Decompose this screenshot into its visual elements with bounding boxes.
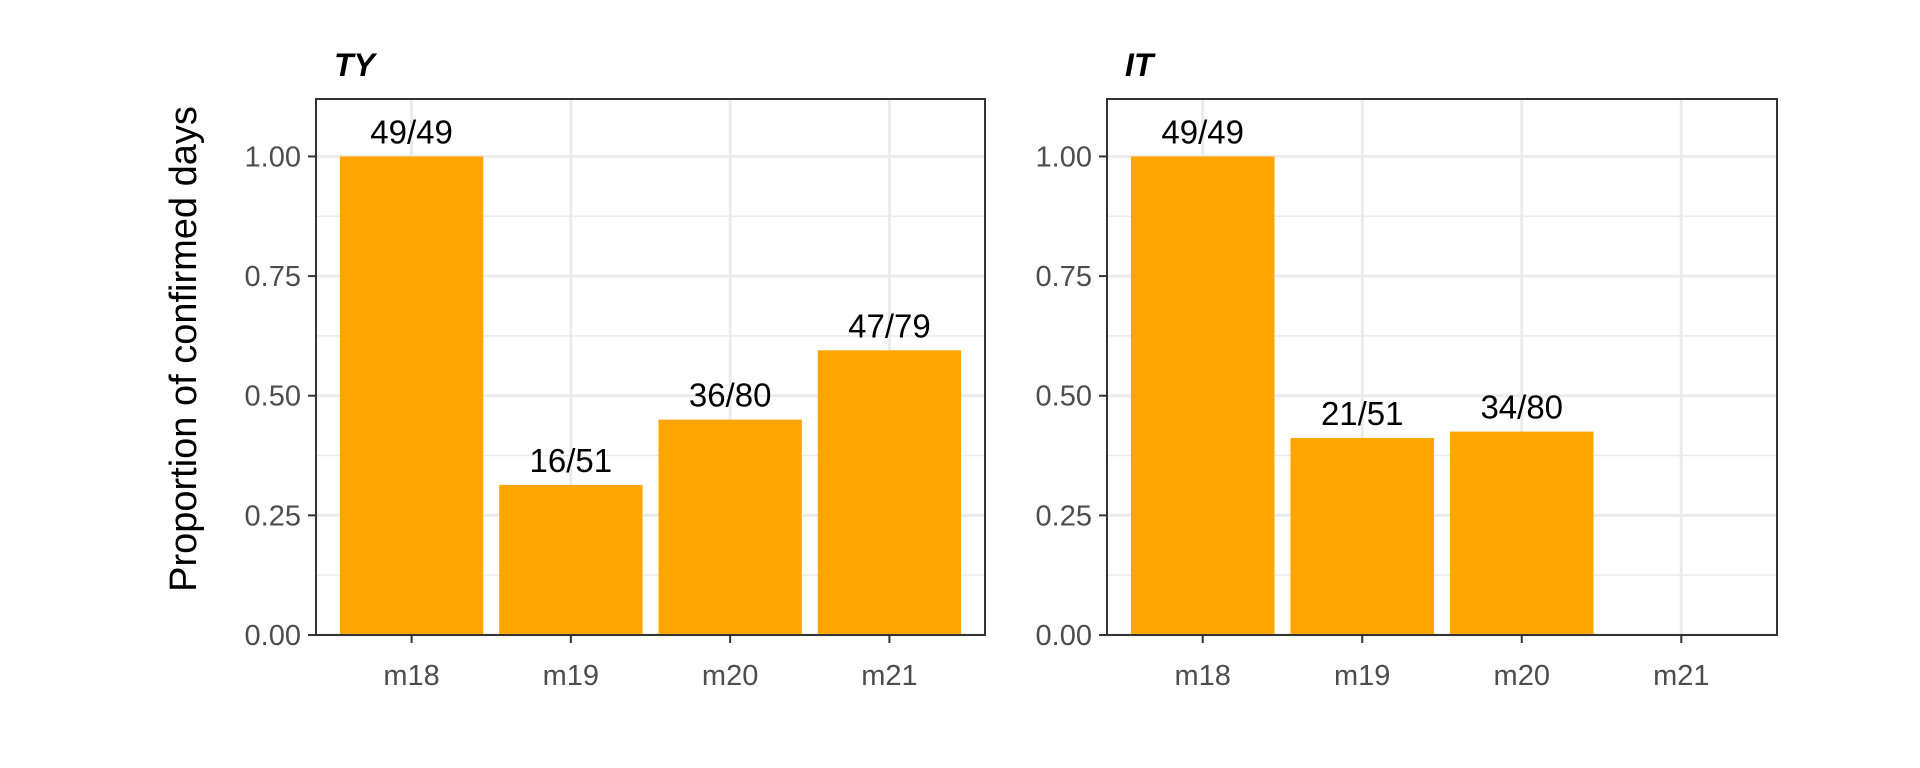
bar-label-m19: 16/51 [530,442,613,479]
y-tick-label: 0.75 [1036,261,1092,293]
bar-label-m21: 47/79 [848,307,931,344]
panel-TY: 49/49 16/51 36/80 47/79 0.00 0.25 0.50 0.75 1.00… [245,47,986,692]
y-tick-label: 1.00 [1036,141,1092,173]
panel-title-IT: IT [1125,47,1156,83]
panel-border [315,98,986,636]
y-tick-label: 0.25 [245,500,301,532]
bar-m18 [1130,156,1275,635]
y-axis-label: Proportion of confirmed days [163,106,205,592]
y-tick-label: 0.50 [245,381,301,413]
y-tick-label: 0.50 [1036,381,1092,413]
bar-label-m18: 49/49 [1161,113,1244,150]
bar-label-m20: 36/80 [689,377,772,414]
bar-m20 [658,419,802,635]
bar-label-m20: 34/80 [1480,389,1563,426]
x-tick-label-m19: m19 [543,660,599,692]
x-tick-label-m21: m21 [1653,660,1709,692]
y-tick-label: 0.25 [1036,500,1092,532]
x-tick-label-m20: m20 [702,660,758,692]
panels-group: 49/49 16/51 36/80 47/79 0.00 0.25 0.50 0.75 1.00… [245,47,1778,692]
bar-m18 [339,156,484,635]
x-tick-label-m21: m21 [861,660,917,692]
panel-border [1106,98,1778,636]
y-tick-label: 1.00 [245,141,301,173]
bar-m21 [817,350,962,635]
bar-m20 [1449,431,1594,635]
panel-IT: 49/49 21/51 34/80 0.00 0.25 0.50 0.75 1.00 m18 m1… [1036,47,1778,692]
y-tick-label: 0.00 [1036,620,1092,652]
bar-label-m18: 49/49 [370,113,453,150]
x-tick-label-m19: m19 [1334,660,1390,692]
panel-title-TY: TY [334,47,378,83]
y-tick-label: 0.00 [245,620,301,652]
x-tick-label-m20: m20 [1494,660,1550,692]
bar-m19 [499,484,643,635]
bar-label-m19: 21/51 [1321,395,1404,432]
bar-m19 [1290,437,1435,635]
x-tick-label-m18: m18 [383,660,439,692]
x-tick-label-m18: m18 [1175,660,1231,692]
y-tick-label: 0.75 [245,261,301,293]
